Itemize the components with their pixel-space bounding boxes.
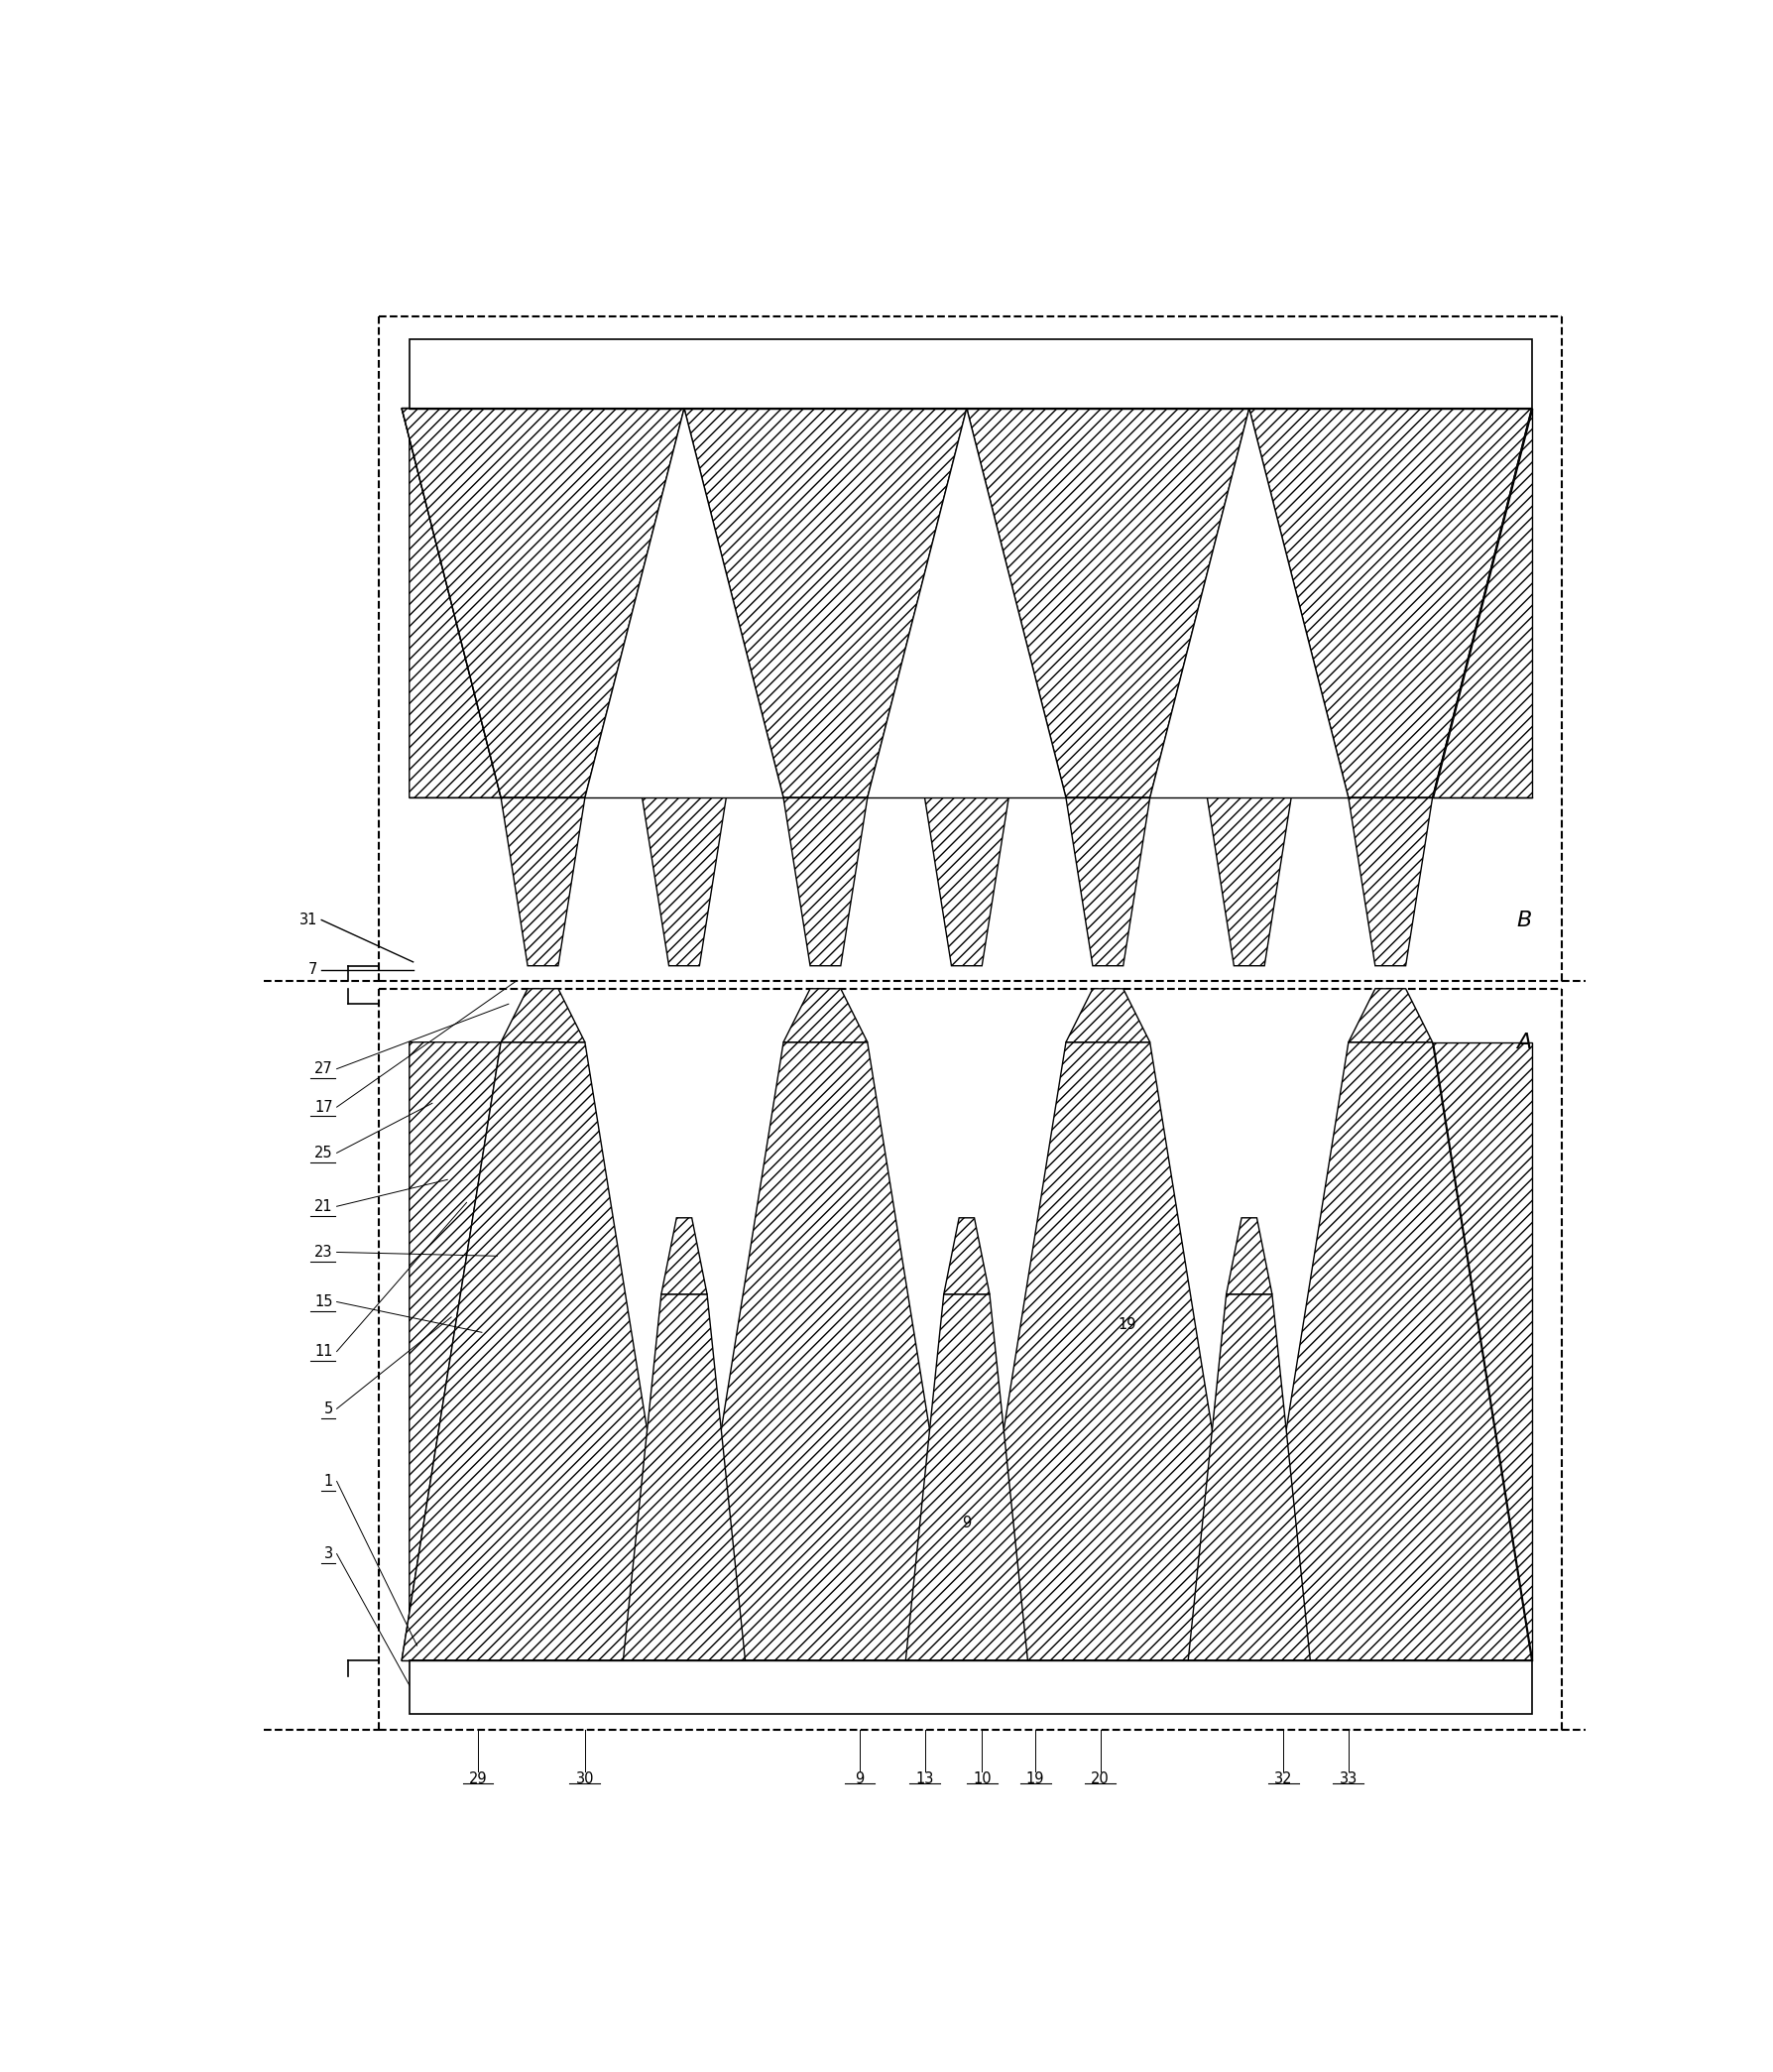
Polygon shape — [1066, 798, 1151, 966]
Text: 9: 9 — [963, 1517, 972, 1531]
Polygon shape — [585, 408, 784, 798]
Text: 25: 25 — [314, 1146, 333, 1160]
Polygon shape — [502, 798, 585, 966]
Text: 17: 17 — [314, 1100, 333, 1115]
Polygon shape — [1188, 1295, 1310, 1662]
Polygon shape — [684, 1042, 966, 1662]
Polygon shape — [906, 1295, 1028, 1662]
Polygon shape — [402, 408, 684, 798]
Text: 9: 9 — [855, 1772, 865, 1786]
Text: 15: 15 — [314, 1295, 333, 1310]
Polygon shape — [867, 408, 1066, 798]
Text: 1: 1 — [324, 1473, 333, 1490]
Polygon shape — [1151, 408, 1349, 798]
Text: 29: 29 — [468, 1772, 488, 1786]
Polygon shape — [402, 1042, 502, 1662]
Polygon shape — [943, 1218, 989, 1295]
Text: 32: 32 — [1275, 1772, 1293, 1786]
Polygon shape — [661, 1218, 707, 1295]
Polygon shape — [1250, 408, 1532, 798]
Bar — [410, 408, 1532, 798]
Text: 33: 33 — [1339, 1772, 1358, 1786]
Polygon shape — [402, 408, 502, 798]
Text: B: B — [1516, 910, 1532, 930]
Polygon shape — [1066, 988, 1151, 1042]
Text: A: A — [1516, 1032, 1532, 1053]
Text: 7: 7 — [309, 961, 317, 978]
Text: 20: 20 — [1090, 1772, 1110, 1786]
Polygon shape — [966, 408, 1250, 798]
Text: 11: 11 — [314, 1345, 333, 1359]
Polygon shape — [1349, 798, 1433, 966]
Polygon shape — [642, 798, 727, 966]
Polygon shape — [1250, 1042, 1532, 1662]
Polygon shape — [622, 1295, 745, 1662]
Text: 23: 23 — [314, 1245, 333, 1260]
Text: 13: 13 — [915, 1772, 934, 1786]
Text: 3: 3 — [324, 1546, 333, 1562]
Polygon shape — [784, 798, 867, 966]
Polygon shape — [784, 988, 867, 1042]
Text: 10: 10 — [973, 1772, 991, 1786]
Polygon shape — [1227, 1218, 1271, 1295]
Text: 21: 21 — [314, 1200, 333, 1214]
Polygon shape — [402, 1042, 684, 1662]
Polygon shape — [502, 988, 585, 1042]
Text: 19: 19 — [1117, 1318, 1136, 1332]
Bar — [410, 340, 1532, 408]
Polygon shape — [1433, 408, 1532, 798]
Polygon shape — [684, 408, 966, 798]
Polygon shape — [1349, 988, 1433, 1042]
Text: 30: 30 — [576, 1772, 594, 1786]
Polygon shape — [1433, 1042, 1532, 1662]
Polygon shape — [926, 798, 1009, 966]
Bar — [410, 1662, 1532, 1714]
Polygon shape — [966, 1042, 1250, 1662]
Text: 31: 31 — [300, 912, 317, 928]
Text: 27: 27 — [314, 1061, 333, 1075]
Polygon shape — [1207, 798, 1291, 966]
Text: 5: 5 — [324, 1401, 333, 1415]
Text: 19: 19 — [1027, 1772, 1044, 1786]
